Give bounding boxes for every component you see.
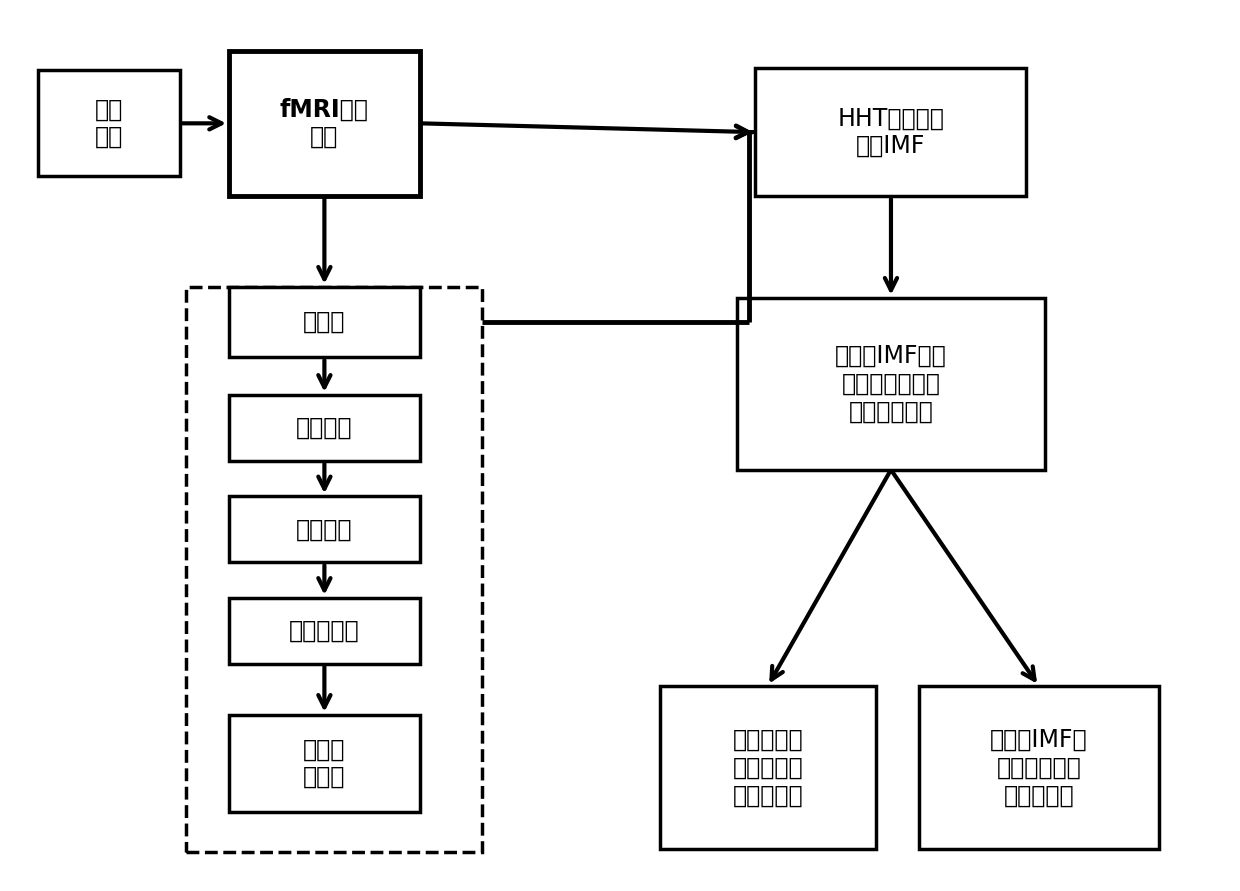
Text: 时间域
标准化: 时间域 标准化 (304, 738, 346, 789)
Bar (186, 287, 482, 852)
Bar (229, 496, 420, 562)
Text: 时间校正: 时间校正 (296, 416, 352, 440)
Bar (755, 68, 1027, 196)
Bar (229, 395, 420, 461)
Bar (229, 51, 420, 196)
Bar (660, 686, 875, 849)
Bar (229, 715, 420, 812)
Text: fMRI时间
序列: fMRI时间 序列 (280, 97, 368, 149)
Text: HHT分解得到
多个IMF: HHT分解得到 多个IMF (837, 106, 945, 158)
Text: 依据各IMF的
多个指标将不
同体素聚类: 依据各IMF的 多个指标将不 同体素聚类 (990, 728, 1087, 807)
Bar (737, 298, 1045, 470)
Text: 预处理: 预处理 (304, 310, 346, 334)
Text: 计算各IMF的频
率、能量、局部
一致性等指标: 计算各IMF的频 率、能量、局部 一致性等指标 (835, 344, 947, 423)
Text: 统计不同组
别被试各项
指标的差异: 统计不同组 别被试各项 指标的差异 (733, 728, 804, 807)
Text: 数据
采集: 数据 采集 (94, 97, 123, 149)
Bar (919, 686, 1159, 849)
Bar (229, 287, 420, 357)
Bar (38, 70, 180, 176)
Text: 空间标准化: 空间标准化 (289, 619, 360, 643)
Text: 头动对齐: 头动对齐 (296, 518, 352, 542)
Bar (229, 598, 420, 664)
